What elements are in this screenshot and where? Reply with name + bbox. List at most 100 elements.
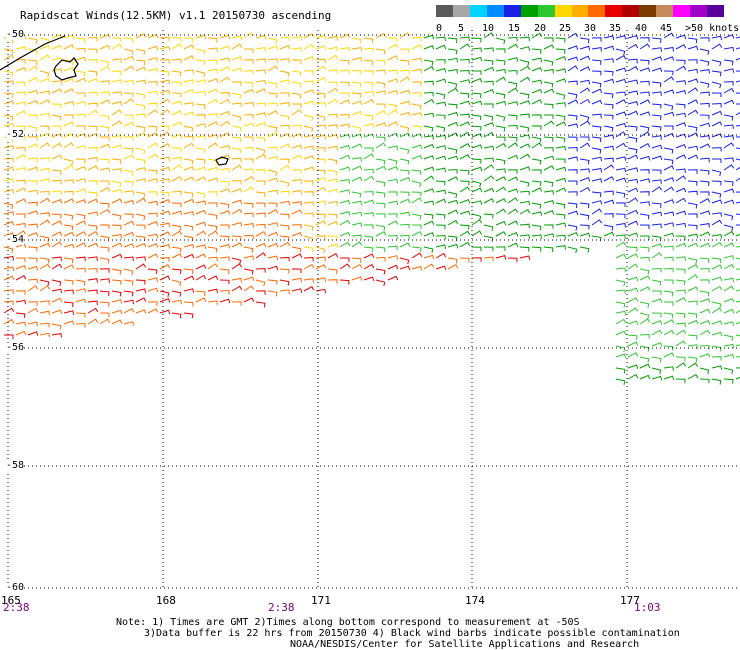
wind-barb — [3, 144, 15, 150]
wind-barb — [111, 188, 123, 194]
wind-barb — [339, 189, 351, 194]
wind-barb — [639, 143, 651, 149]
wind-barb — [243, 202, 254, 208]
wind-barb — [135, 132, 147, 138]
wind-barb — [123, 299, 135, 305]
wind-barb — [147, 67, 159, 73]
wind-barb — [3, 202, 14, 210]
wind-barb — [495, 186, 507, 193]
wind-barb — [291, 70, 302, 77]
wind-barb — [495, 114, 506, 122]
wind-barb — [159, 109, 171, 116]
wind-barb — [75, 70, 86, 77]
wind-barb — [243, 59, 254, 64]
wind-barb — [3, 188, 15, 194]
wind-barb — [639, 275, 651, 281]
wind-barb — [723, 135, 734, 140]
wind-barb — [711, 264, 723, 270]
wind-barb — [291, 169, 302, 174]
wind-barb — [483, 187, 495, 193]
time-label: 2:38 — [3, 601, 30, 614]
wind-barb — [675, 312, 686, 318]
wind-barb — [279, 70, 290, 77]
wind-barb — [435, 125, 446, 133]
wind-barb — [255, 191, 266, 197]
wind-barb — [663, 46, 674, 52]
wind-barb — [507, 142, 519, 149]
wind-barb — [147, 81, 158, 86]
wind-barb — [99, 167, 111, 173]
wind-barb — [63, 243, 75, 249]
wind-barb — [483, 175, 495, 182]
wind-barb — [591, 235, 602, 242]
wind-barb — [483, 89, 495, 94]
wind-barb — [459, 186, 471, 193]
wind-barb — [399, 125, 410, 133]
wind-barb — [603, 35, 615, 41]
wind-barb — [123, 147, 134, 153]
wind-barb — [183, 275, 195, 281]
wind-barb — [231, 301, 242, 306]
wind-barb — [244, 158, 254, 163]
wind-barb — [39, 77, 51, 83]
wind-barb — [159, 178, 171, 183]
wind-barb — [411, 213, 422, 220]
wind-barb — [603, 199, 615, 205]
wind-barb — [615, 156, 627, 161]
wind-barb — [735, 278, 740, 281]
wind-barb — [27, 143, 39, 149]
wind-barb — [687, 87, 699, 94]
wind-barb — [267, 255, 279, 261]
wind-barb — [183, 301, 194, 307]
wind-barb — [195, 79, 207, 84]
wind-barb — [159, 222, 171, 228]
wind-barb — [159, 156, 171, 162]
wind-barb — [327, 253, 339, 259]
wind-barb — [231, 235, 242, 241]
wind-barb — [15, 290, 26, 295]
wind-barb — [267, 231, 279, 237]
wind-barb — [159, 36, 170, 42]
wind-barb — [435, 180, 446, 186]
wind-barb — [327, 213, 338, 219]
wind-barb — [171, 81, 182, 87]
wind-barb — [327, 46, 339, 52]
wind-barb — [99, 290, 110, 296]
wind-barb — [267, 290, 278, 297]
wind-barb — [471, 257, 482, 262]
wind-barb — [375, 59, 386, 65]
wind-barb — [435, 145, 447, 150]
wind-barb — [231, 147, 242, 154]
wind-barb — [255, 223, 266, 229]
legend-swatch — [452, 5, 471, 17]
wind-barb — [15, 179, 26, 185]
wind-barb — [495, 125, 506, 132]
wind-barb — [519, 113, 530, 119]
wind-barb — [531, 158, 542, 165]
wind-barb — [555, 145, 566, 151]
wind-barb — [723, 68, 735, 73]
wind-barb — [27, 65, 39, 72]
wind-barb — [315, 34, 327, 40]
wind-barb — [3, 255, 15, 261]
wind-barb — [651, 114, 662, 120]
wind-barb — [15, 91, 26, 96]
wind-barb — [423, 263, 435, 270]
wind-barb — [423, 98, 435, 105]
wind-barb — [51, 256, 62, 262]
wind-barb — [675, 356, 686, 362]
wind-barb — [699, 69, 710, 74]
wind-barb — [3, 80, 14, 85]
wind-barb — [123, 308, 135, 314]
legend-swatch — [673, 5, 691, 17]
wind-barb — [231, 277, 242, 283]
wind-barb — [27, 189, 39, 195]
wind-barb — [123, 256, 134, 262]
wind-barb — [339, 210, 351, 216]
wind-barb — [675, 242, 687, 248]
wind-barb — [27, 331, 39, 336]
wind-barb — [15, 222, 26, 228]
wind-barb — [615, 91, 626, 97]
wind-barb — [699, 298, 711, 303]
wind-barb — [219, 256, 230, 261]
